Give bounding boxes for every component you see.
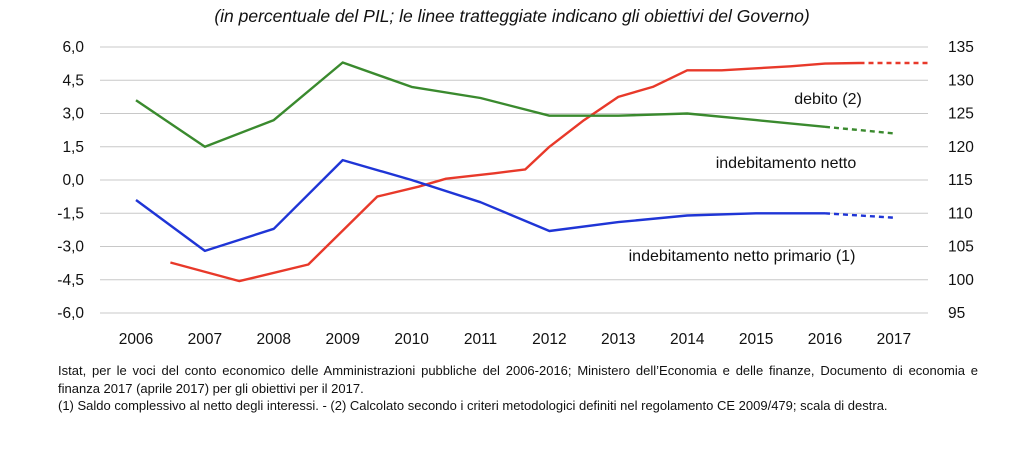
series-label: indebitamento netto	[716, 155, 857, 172]
y-axis-left: 6,0 4,5 3,0 1,5 0,0 -1,5 -3,0 -4,5 -6,0	[57, 39, 84, 322]
x-tick-label: 2008	[257, 331, 291, 348]
y-right-tick-label: 120	[948, 139, 974, 156]
series-label: indebitamento netto primario (1)	[629, 248, 856, 265]
footnote: (1) Saldo complessivo al netto degli int…	[58, 398, 888, 413]
y-right-tick-label: 95	[948, 305, 965, 322]
x-tick-label: 2014	[670, 331, 705, 348]
source-note: Istat, per le voci del conto economico d…	[58, 363, 978, 396]
series-projection-2	[824, 212, 894, 219]
series-label: debito (2)	[794, 91, 862, 108]
series-projection-1	[824, 125, 895, 135]
series-line-2	[135, 158, 825, 253]
y-left-tick-label: -4,5	[57, 272, 84, 289]
y-right-tick-label: 125	[948, 106, 974, 123]
y-left-tick-label: 4,5	[62, 72, 84, 89]
y-left-tick-label: -3,0	[57, 239, 84, 256]
y-right-tick-label: 100	[948, 272, 974, 289]
x-tick-label: 2007	[188, 331, 222, 348]
x-tick-label: 2012	[532, 331, 566, 348]
series-line-0	[170, 61, 860, 283]
x-tick-label: 2010	[394, 331, 429, 348]
x-tick-label: 2015	[739, 331, 773, 348]
chart-subtitle: (in percentuale del PIL; le linee tratte…	[214, 6, 810, 26]
y-right-tick-label: 115	[948, 172, 973, 189]
y-left-tick-label: 3,0	[62, 106, 84, 123]
x-tick-label: 2017	[877, 331, 911, 348]
y-left-tick-label: 0,0	[62, 172, 84, 189]
series-labels: debito (2) indebitamento netto indebitamen…	[629, 91, 862, 265]
chart-notes: Istat, per le voci del conto economico d…	[58, 362, 978, 415]
x-tick-label: 2016	[808, 331, 842, 348]
y-right-tick-label: 130	[948, 72, 974, 89]
y-right-tick-label: 105	[948, 239, 974, 256]
y-axis-right: 135 130 125 120 115 110 105 100 95	[948, 39, 974, 322]
y-right-tick-label: 110	[948, 205, 973, 222]
gridlines	[100, 46, 928, 314]
x-tick-label: 2009	[325, 331, 359, 348]
x-tick-label: 2013	[601, 331, 635, 348]
y-left-tick-label: 6,0	[62, 39, 84, 56]
x-tick-label: 2006	[119, 331, 153, 348]
y-left-tick-label: -6,0	[57, 305, 84, 322]
series-line-1	[135, 61, 826, 149]
x-axis: 2006 2007 2008 2009 2010 2011 2012 2013 2014 2015…	[119, 331, 911, 348]
x-tick-label: 2011	[464, 331, 497, 348]
y-left-tick-label: -1,5	[57, 205, 84, 222]
line-chart: 6,0 4,5 3,0 1,5 0,0 -1,5 -3,0 -4,5 -6,0 135 130 12…	[57, 39, 974, 348]
series-lines	[135, 61, 929, 283]
y-left-tick-label: 1,5	[62, 139, 84, 156]
y-right-tick-label: 135	[948, 39, 974, 56]
